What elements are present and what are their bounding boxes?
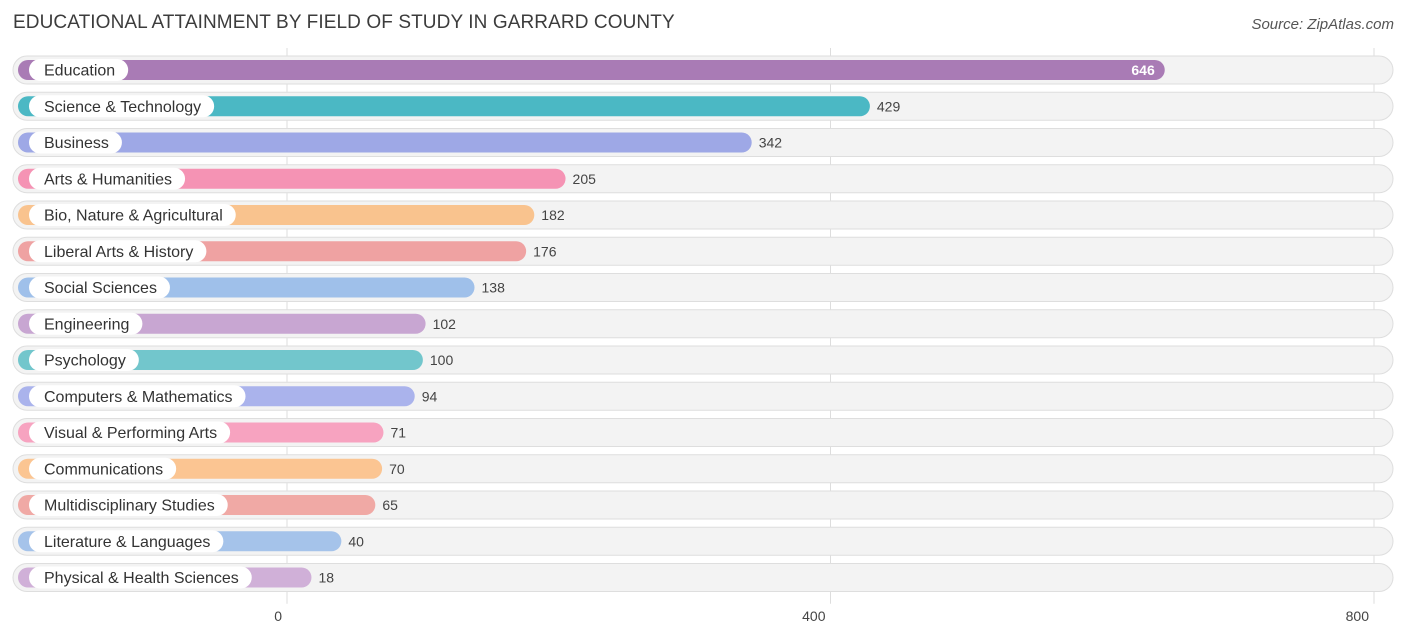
category-label-pill — [29, 276, 170, 299]
value-label: 100 — [430, 352, 454, 368]
category-label: Literature & Languages — [44, 534, 210, 551]
bar-row: Education 646 — [12, 55, 1394, 85]
value-label: 94 — [422, 388, 438, 404]
bar-row: Visual & Performing Arts 71 — [12, 418, 1394, 447]
category-label-pill — [29, 385, 246, 408]
bar-row: Liberal Arts & History 176 — [12, 236, 1394, 266]
x-tick-label: 400 — [802, 608, 826, 624]
category-label-pill — [29, 421, 231, 444]
category-label: Psychology — [44, 353, 126, 370]
category-label-pill — [29, 167, 186, 190]
value-label: 18 — [318, 570, 334, 586]
x-tick-label: 800 — [1346, 608, 1370, 624]
x-axis: 0 400 800 — [274, 608, 1369, 624]
chart-source: Source: ZipAtlas.com — [1251, 16, 1394, 33]
category-label-pill — [29, 494, 228, 516]
value-label: 429 — [877, 98, 901, 114]
category-label-pill — [29, 349, 139, 371]
bar-row: Physical & Health Sciences 18 — [12, 563, 1394, 592]
bar-track — [12, 526, 1394, 556]
chart-title: EDUCATIONAL ATTAINMENT BY FIELD OF STUDY… — [13, 12, 675, 33]
category-label-pill — [29, 457, 177, 480]
category-label-pill — [29, 566, 252, 589]
value-label: 138 — [482, 280, 506, 296]
category-label-pill — [29, 59, 129, 81]
category-label-pill — [29, 131, 122, 154]
category-label: Multidisciplinary Studies — [44, 498, 215, 515]
category-label: Bio, Nature & Agricultural — [44, 208, 223, 225]
bar-row: Arts & Humanities 205 — [12, 164, 1394, 194]
category-label: Social Sciences — [44, 280, 157, 297]
value-label: 646 — [1131, 62, 1155, 78]
category-label-pill — [29, 530, 224, 553]
bar — [18, 96, 870, 117]
category-label-pill — [29, 312, 143, 335]
value-label: 102 — [433, 316, 457, 332]
category-label: Communications — [44, 461, 163, 478]
category-label-pill — [29, 204, 236, 226]
category-label: Physical & Health Sciences — [44, 570, 239, 587]
category-label-pill — [29, 240, 207, 263]
value-label: 71 — [390, 425, 406, 441]
bar-row: Bio, Nature & Agricultural 182 — [12, 200, 1394, 230]
bar-row: Science & Technology 429 — [12, 91, 1394, 121]
category-label: Engineering — [44, 316, 129, 333]
value-label: 205 — [573, 171, 597, 187]
value-label: 176 — [533, 243, 557, 259]
x-tick-label: 0 — [274, 608, 282, 624]
value-label: 40 — [348, 533, 364, 549]
bar-row: Engineering 102 — [12, 309, 1394, 339]
category-label: Computers & Mathematics — [44, 389, 233, 406]
category-label: Education — [44, 63, 115, 80]
value-label: 70 — [389, 461, 405, 477]
bar-track — [12, 563, 1394, 592]
category-label-pill — [29, 95, 215, 118]
category-label: Liberal Arts & History — [44, 244, 193, 261]
bar-row: Literature & Languages 40 — [12, 526, 1394, 556]
bar — [18, 132, 752, 153]
bar-row: Computers & Mathematics 94 — [12, 381, 1394, 411]
bar-row: Business 342 — [12, 128, 1394, 157]
bar-row: Multidisciplinary Studies 65 — [12, 490, 1394, 520]
category-label: Science & Technology — [44, 99, 201, 116]
category-label: Business — [44, 135, 109, 152]
bar — [18, 60, 1165, 80]
category-label: Visual & Performing Arts — [44, 425, 217, 442]
category-label: Arts & Humanities — [44, 171, 172, 188]
rows-layer: Education 646 Science & Technology 429 Busin… — [12, 55, 1394, 592]
bar-row: Communications 70 — [12, 454, 1394, 484]
value-label: 65 — [382, 497, 398, 513]
value-label: 182 — [541, 207, 565, 223]
bar-row: Social Sciences 138 — [12, 273, 1394, 302]
bar-row: Psychology 100 — [12, 345, 1394, 375]
value-label: 342 — [759, 135, 783, 151]
